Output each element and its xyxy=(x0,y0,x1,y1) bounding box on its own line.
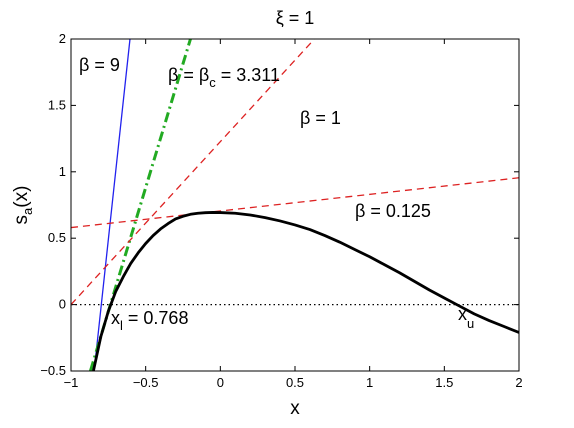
series-curve-sa xyxy=(92,211,519,371)
y-tick-label: 1 xyxy=(59,164,66,179)
x-tick-label: 2 xyxy=(515,375,522,390)
series-line-beta-3_311 xyxy=(88,39,192,371)
y-tick-label: 0.5 xyxy=(48,230,66,245)
plot-frame xyxy=(70,38,520,372)
x-axis-label: x xyxy=(290,398,300,419)
label-beta-1: β = 1 xyxy=(300,108,341,128)
y-tick-label: 1.5 xyxy=(48,97,66,112)
chart-title: ξ = 1 xyxy=(276,8,315,28)
ticks: −1 −0.5 0 0.5 1 1.5 2−0.500.511.52 xyxy=(40,31,522,390)
label-xl: xl = 0.768 xyxy=(111,308,188,333)
y-tick-label: 2 xyxy=(59,31,66,46)
x-tick-label: 0.5 xyxy=(286,375,304,390)
y-tick-label: 0 xyxy=(59,297,66,312)
x-tick-label: 1 xyxy=(366,375,373,390)
label-beta-9: β = 9 xyxy=(79,55,120,75)
series-line-beta-1 xyxy=(71,39,315,306)
x-tick-label: 1.5 xyxy=(435,375,453,390)
y-axis-label: sa(x) xyxy=(11,186,35,225)
label-xu: xu xyxy=(458,304,474,331)
x-tick-label: −1 xyxy=(64,375,79,390)
x-tick-label: 0 xyxy=(217,375,224,390)
series-line-beta-0_125 xyxy=(71,177,519,229)
label-beta-0125: β = 0.125 xyxy=(355,201,431,221)
series-line-beta-9 xyxy=(93,39,131,371)
x-tick-label: −0.5 xyxy=(133,375,159,390)
y-tick-label: −0.5 xyxy=(40,363,66,378)
series-layer xyxy=(71,39,519,371)
label-beta-c: β = βc = 3.311 xyxy=(168,65,280,90)
